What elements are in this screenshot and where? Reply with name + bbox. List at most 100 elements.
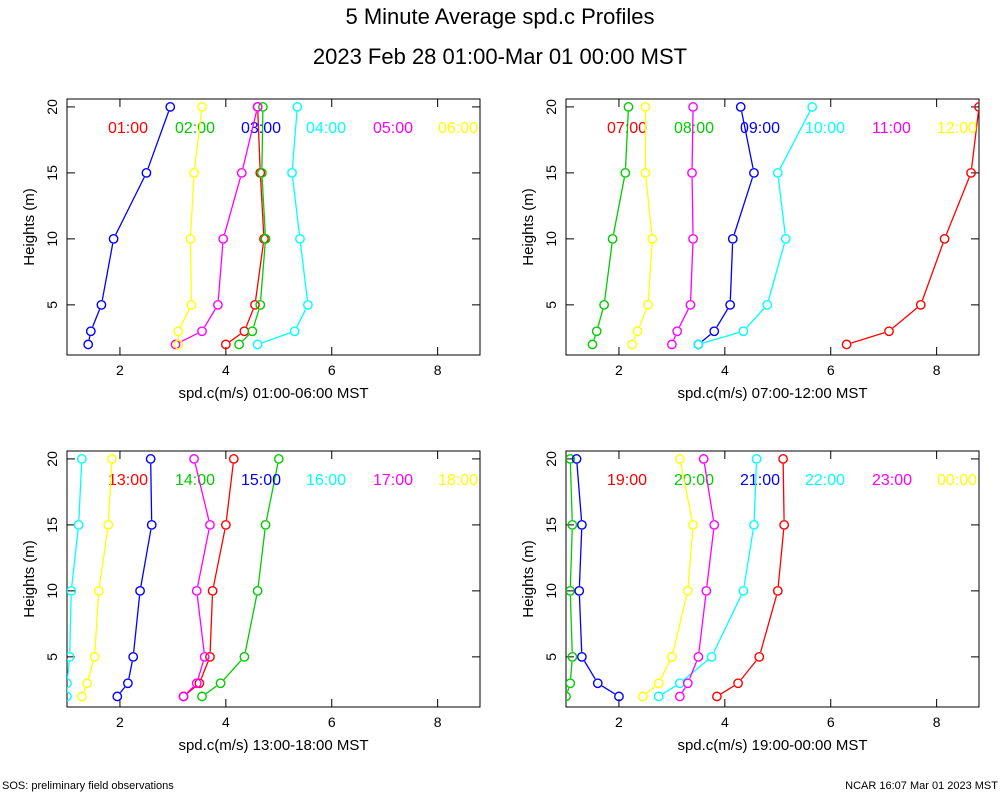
- x-axis-label: spd.c(m/s) 01:00-06:00 MST: [178, 385, 368, 402]
- series-line-segment: [569, 529, 573, 586]
- x-tick-label: 2: [116, 714, 124, 730]
- data-point: [643, 299, 653, 310]
- data-point: [709, 519, 720, 530]
- series-line-segment: [217, 243, 224, 300]
- series-line-segment: [242, 334, 250, 342]
- data-point: [247, 326, 258, 337]
- data-point: [67, 678, 72, 689]
- legend-entry: 20:00: [674, 472, 714, 489]
- data-point: [141, 167, 152, 178]
- data-point: [82, 678, 93, 689]
- data-point: [632, 326, 643, 337]
- data-point: [76, 691, 87, 702]
- data-point: [76, 454, 87, 464]
- data-point: [647, 233, 658, 244]
- legend-entry: 04:00: [306, 120, 346, 137]
- legend-entry: 03:00: [241, 120, 281, 137]
- data-point: [566, 454, 576, 464]
- legend-entry: 10:00: [805, 120, 845, 137]
- series-line-segment: [186, 686, 194, 694]
- series-line-segment: [296, 309, 307, 328]
- data-point: [85, 326, 96, 337]
- x-tick-label: 4: [721, 362, 729, 378]
- data-point: [762, 299, 773, 310]
- series-line-segment: [98, 529, 109, 587]
- data-point: [189, 167, 199, 178]
- x-tick-label: 6: [827, 362, 835, 378]
- series-line-segment: [200, 661, 209, 679]
- series-line-segment: [701, 333, 711, 342]
- series-12:00: [627, 102, 658, 350]
- series-line-segment: [683, 659, 709, 681]
- series-line-segment: [67, 661, 70, 679]
- data-point: [213, 299, 223, 310]
- data-point: [693, 339, 704, 350]
- y-axis-label: Heights (m): [520, 540, 537, 618]
- series-line-segment: [779, 111, 811, 169]
- data-point: [749, 167, 759, 178]
- series-line-segment: [921, 243, 944, 301]
- series-line-segment: [689, 661, 698, 679]
- data-point: [186, 299, 197, 310]
- series-line-segment: [566, 687, 570, 692]
- series-line-segment: [720, 685, 735, 695]
- data-point: [576, 651, 587, 662]
- series-line-segment: [604, 243, 613, 300]
- series-line-segment: [583, 660, 596, 680]
- footer-note: SOS: preliminary field observations: [2, 780, 174, 792]
- data-point: [67, 585, 77, 596]
- series-10:00: [693, 102, 818, 350]
- data-point: [234, 339, 244, 350]
- data-point: [653, 678, 664, 689]
- y-tick-label: 10: [543, 583, 559, 599]
- series-04:00: [252, 102, 313, 350]
- data-point: [966, 167, 976, 178]
- data-point: [566, 678, 576, 689]
- series-line-segment: [691, 177, 694, 234]
- data-point: [727, 233, 738, 244]
- data-point: [607, 233, 618, 244]
- data-point: [627, 339, 638, 350]
- data-point: [706, 651, 717, 662]
- data-point: [623, 102, 634, 112]
- plot-frame: [66, 98, 481, 356]
- legend-entry: 16:00: [306, 472, 346, 489]
- data-point: [693, 651, 704, 662]
- series-line-segment: [229, 333, 241, 343]
- legend-entry: 08:00: [674, 120, 714, 137]
- series-line-segment: [253, 309, 260, 327]
- series-line-segment: [260, 243, 266, 300]
- y-tick-label: 20: [543, 99, 559, 115]
- plot-frame: [565, 98, 980, 356]
- data-point: [780, 233, 791, 244]
- series-line-segment: [633, 335, 637, 341]
- series-line-segment: [680, 463, 693, 521]
- series-line-segment: [196, 595, 205, 652]
- data-point: [733, 678, 743, 689]
- data-point: [191, 585, 202, 596]
- data-point: [260, 519, 271, 530]
- y-tick-label: 15: [543, 165, 559, 181]
- legend-entry: 09:00: [740, 120, 780, 137]
- y-tick-label: 20: [543, 451, 559, 467]
- data-point: [67, 691, 72, 702]
- x-tick-label: 6: [328, 714, 336, 730]
- series-line-segment: [92, 309, 101, 327]
- x-tick-label: 8: [933, 714, 941, 730]
- legend-entry: 17:00: [373, 472, 413, 489]
- data-point: [735, 102, 746, 112]
- series-line-segment: [662, 685, 676, 695]
- data-point: [666, 339, 677, 350]
- series-line-segment: [209, 595, 214, 652]
- series-20:00: [566, 454, 578, 702]
- data-point: [688, 519, 698, 530]
- series-line-segment: [223, 177, 242, 235]
- data-point: [170, 339, 181, 350]
- series-21:00: [571, 454, 624, 702]
- series-line-segment: [672, 595, 688, 653]
- data-point: [841, 339, 852, 350]
- series-line-segment: [179, 332, 198, 343]
- data-point: [135, 585, 145, 596]
- series-line-segment: [759, 595, 778, 653]
